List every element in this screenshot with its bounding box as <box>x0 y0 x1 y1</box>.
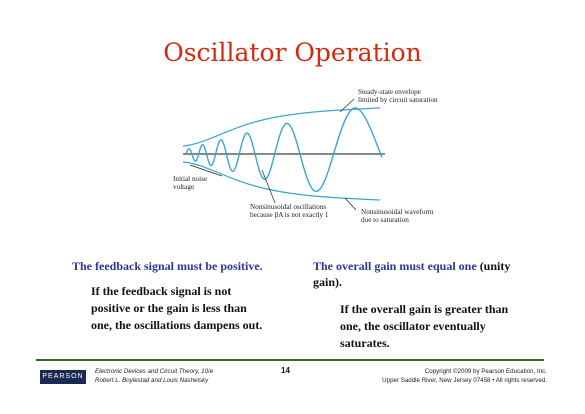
left-body: If the feedback signal is not positive o… <box>91 284 263 332</box>
right-heading: The overall gain must equal one (unity g… <box>313 259 511 289</box>
right-body: If the overall gain is greater than one,… <box>340 302 509 350</box>
osc-leader-line <box>261 169 276 204</box>
noise-label: Initial noise voltage <box>173 175 208 192</box>
oscillation-waveform <box>185 107 383 192</box>
pearson-logo: PEARSON <box>40 370 86 384</box>
lower-envelope <box>182 161 381 201</box>
left-heading: The feedback signal must be positive. <box>72 259 263 273</box>
footer-copyright: Copyright ©2009 by Pearson Education, In… <box>382 368 547 384</box>
oscillator-diagram <box>182 98 385 211</box>
nonsinusoidal-osc-label: Nonsinusoidal oscillations because βA is… <box>250 203 329 220</box>
envelope-label: Steady-state envelope limited by circuit… <box>358 88 438 105</box>
upper-envelope <box>182 107 381 147</box>
envelope-leader-line <box>339 98 355 113</box>
page-number: 14 <box>281 366 290 375</box>
slide-title: Oscillator Operation <box>163 38 422 67</box>
nonsinusoidal-wave-label: Nonsinusoidal waveform due to saturation <box>361 208 434 225</box>
footer-divider <box>36 359 544 361</box>
footer-book-info: Electronic Devices and Circuit Theory, 1… <box>95 368 214 384</box>
waveform-leader-line <box>344 197 357 211</box>
noise-leader-line <box>189 164 223 177</box>
